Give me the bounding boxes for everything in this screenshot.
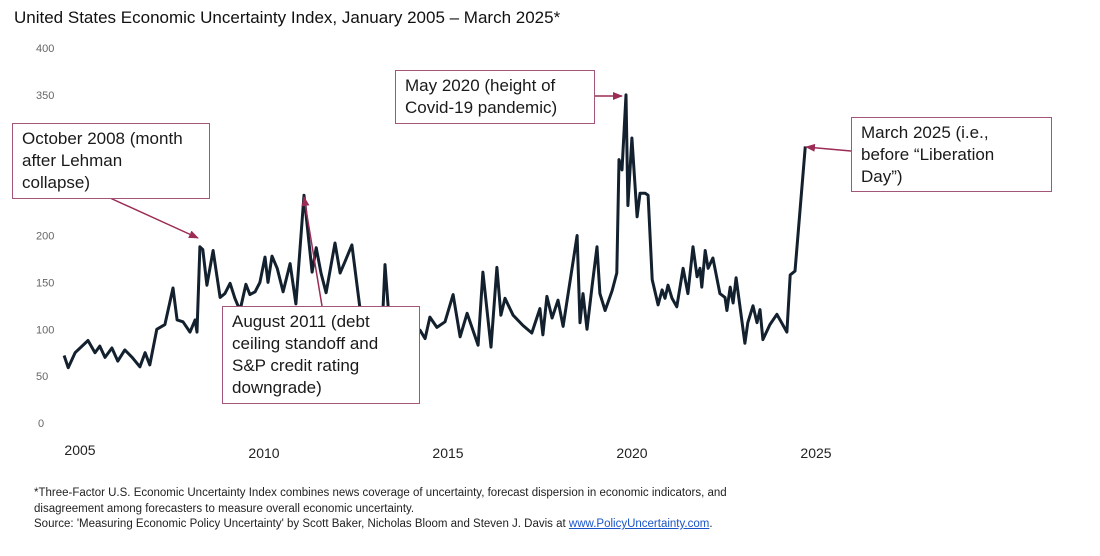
- annotation-line: August 2011 (debt: [232, 312, 370, 331]
- annotation-line: ceiling standoff and: [232, 334, 379, 353]
- annotation-august-2011: August 2011 (debt ceiling standoff and S…: [222, 306, 420, 404]
- footnote: *Three-Factor U.S. Economic Uncertainty …: [34, 486, 727, 533]
- x-tick-label: 2020: [616, 445, 647, 461]
- annotation-line: March 2025 (i.e.,: [861, 123, 989, 142]
- y-axis-ticks: 0 50 100 150 200 350 400: [36, 43, 54, 430]
- source-line: Source: 'Measuring Economic Policy Uncer…: [34, 517, 727, 533]
- annotation-may-2020: May 2020 (height of Covid-19 pandemic): [395, 70, 595, 124]
- annotation-line: May 2020 (height of: [405, 76, 556, 95]
- y-tick-label: 0: [38, 418, 44, 430]
- y-tick-label: 400: [36, 43, 54, 55]
- source-text: Source: 'Measuring Economic Policy Uncer…: [34, 518, 569, 530]
- annotation-line: after Lehman: [22, 151, 123, 170]
- footnote-line-2: disagreement among forecasters to measur…: [34, 502, 415, 515]
- y-tick-label: 200: [36, 231, 54, 243]
- series-line-uncertainty-index: [62, 93, 807, 370]
- y-tick-label: 150: [36, 277, 54, 289]
- source-link[interactable]: www.PolicyUncertainty.com: [568, 518, 710, 530]
- line-chart: 0 50 100 150 200 350 400 2005 2010 2015 2020 2025: [36, 43, 852, 461]
- annotation-october-2008: October 2008 (month after Lehman collaps…: [12, 123, 210, 199]
- annotation-line: Day”): [861, 167, 903, 186]
- x-tick-label: 2015: [432, 445, 463, 461]
- annotation-line: downgrade): [232, 378, 322, 397]
- footnote-line-1: *Three-Factor U.S. Economic Uncertainty …: [34, 487, 727, 499]
- annotation-march-2025: March 2025 (i.e., before “Liberation Day…: [851, 117, 1052, 192]
- arrow-liberation: [805, 143, 852, 152]
- y-tick-label: 350: [36, 90, 54, 102]
- annotation-line: October 2008 (month: [22, 129, 183, 148]
- x-tick-label: 2010: [248, 445, 279, 461]
- x-tick-label: 2005: [64, 442, 95, 458]
- arrow-debt: [301, 196, 323, 307]
- annotation-line: S&P credit rating: [232, 356, 360, 375]
- x-tick-label: 2025: [800, 445, 831, 461]
- annotation-line: before “Liberation: [861, 145, 995, 164]
- source-suffix: .: [709, 518, 713, 530]
- annotation-line: Covid-19 pandemic): [405, 98, 558, 117]
- chart-title: United States Economic Uncertainty Index…: [14, 8, 561, 27]
- y-tick-label: 100: [36, 324, 54, 336]
- y-tick-label: 50: [36, 371, 48, 383]
- arrow-lehman: [109, 197, 199, 239]
- x-axis-ticks: 2005 2010 2015 2020 2025: [64, 442, 831, 461]
- annotation-line: collapse): [22, 173, 91, 192]
